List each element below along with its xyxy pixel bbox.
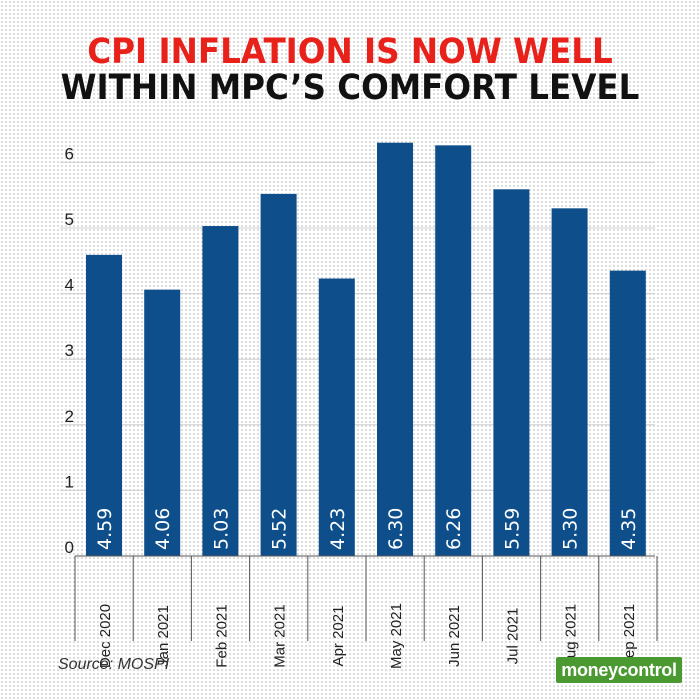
x-tick-label: Sep 2021	[621, 604, 638, 668]
x-tick-label: Jul 2021	[504, 608, 521, 665]
x-tick-label: Aug 2021	[563, 604, 580, 668]
y-tick-label: 2	[65, 407, 74, 426]
bar	[435, 145, 472, 556]
bar	[202, 226, 239, 557]
y-tick-label: 0	[65, 538, 74, 557]
bar	[551, 208, 588, 556]
bar	[609, 270, 646, 556]
y-tick-label: 6	[65, 144, 74, 163]
bar-value-label: 5.03	[210, 508, 232, 550]
bar-value-label: 4.35	[618, 508, 640, 550]
chart-title-line1: CPI INFLATION IS NOW WELL	[87, 32, 613, 72]
x-tick-label: Jan 2021	[155, 605, 172, 667]
x-tick-label: Feb 2021	[213, 604, 230, 667]
x-tick-label: Apr 2021	[330, 606, 347, 667]
y-tick-label: 3	[65, 341, 74, 360]
bar-value-label: 5.59	[501, 508, 523, 550]
x-axis: Dec 2020 Jan 2021 Feb 2021 Mar 2021 Apr 2021…	[74, 555, 658, 669]
y-tick-label: 5	[65, 210, 74, 229]
source-note: Source: MOSPI	[58, 656, 170, 673]
bar-value-label: 4.06	[152, 508, 174, 550]
y-tick-label: 1	[65, 472, 74, 491]
y-tick-label: 4	[65, 276, 74, 295]
bar	[493, 189, 530, 556]
bars: 4.59 4.06 5.03 5.52 4.23 6.30 6.26 5.59 5.30 4.35	[86, 142, 646, 557]
bar	[144, 289, 181, 556]
bar	[318, 278, 355, 556]
bar	[260, 193, 297, 556]
moneycontrol-logo: moneycontrol	[556, 657, 682, 683]
x-tick-label: Jun 2021	[446, 605, 463, 667]
bar-value-label: 5.52	[269, 508, 291, 550]
chart-title-line2: WITHIN MPC’S COMFORT LEVEL	[60, 68, 640, 108]
bar-value-label: 6.30	[385, 508, 407, 550]
x-tick-label: Dec 2020	[97, 604, 114, 668]
bar-value-label: 5.30	[560, 508, 582, 550]
x-tick-label: Mar 2021	[272, 604, 289, 667]
x-tick-label: May 2021	[388, 603, 405, 669]
bar	[377, 142, 413, 556]
y-axis-ticks: 0 1 2 3 4 5 6	[65, 144, 74, 557]
bar-value-label: 6.26	[443, 508, 465, 550]
bar-value-label: 4.59	[94, 508, 116, 550]
bar	[86, 254, 122, 556]
bar-value-label: 4.23	[327, 508, 349, 550]
